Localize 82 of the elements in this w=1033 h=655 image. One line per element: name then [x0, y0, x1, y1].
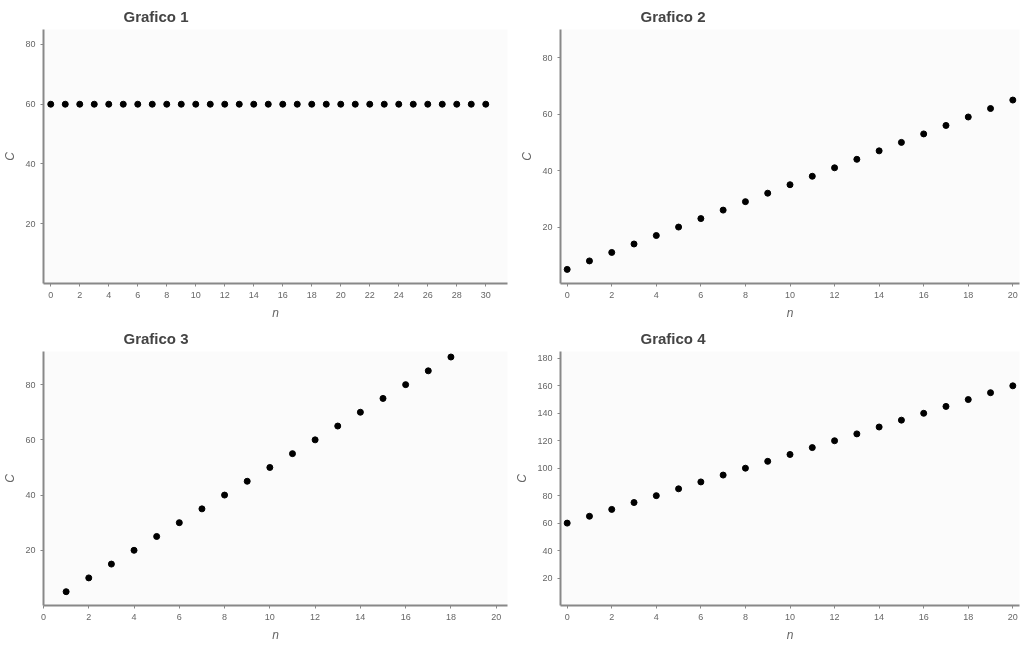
x-axis-title: n [786, 627, 794, 642]
y-tick-label: 60 [25, 434, 36, 445]
x-axis-title: n [786, 305, 794, 320]
x-tick-label: 10 [784, 611, 796, 622]
x-tick-label: 12 [219, 289, 230, 300]
x-tick-label: 18 [963, 611, 974, 622]
x-tick-label: 4 [653, 289, 659, 300]
y-tick-label: 160 [537, 380, 553, 391]
x-tick-label: 10 [264, 611, 275, 622]
x-tick-label: 6 [698, 289, 704, 300]
x-tick-label: 20 [1007, 611, 1018, 622]
x-tick-label: 14 [874, 289, 885, 300]
y-tick-label: 140 [537, 408, 553, 419]
x-tick-label: 18 [963, 289, 974, 300]
y-tick-label: 60 [542, 518, 553, 529]
y-tick-label: 20 [542, 573, 553, 584]
x-tick-label: 2 [609, 289, 615, 300]
y-tick-label: 120 [537, 435, 553, 446]
y-tick-label: 20 [25, 218, 36, 229]
x-tick-label: 4 [653, 611, 659, 622]
x-tick-label: 0 [564, 611, 570, 622]
x-tick-label: 6 [176, 611, 182, 622]
x-tick-label: 2 [609, 611, 615, 622]
y-tick-label: 40 [542, 165, 553, 176]
x-tick-label: 2 [77, 289, 83, 300]
x-tick-label: 16 [277, 289, 288, 300]
y-tick-label: 80 [542, 52, 553, 63]
x-tick-label: 16 [918, 289, 929, 300]
y-tick-label: 40 [542, 545, 553, 556]
x-tick-label: 16 [400, 611, 411, 622]
y-tick-label: 40 [25, 158, 36, 169]
x-tick-label: 8 [222, 611, 228, 622]
y-tick-label: 80 [25, 39, 36, 50]
x-tick-label: 14 [355, 611, 366, 622]
x-tick-label: 6 [698, 611, 704, 622]
x-axis-title: n [272, 627, 280, 642]
y-tick-label: 60 [542, 109, 553, 120]
chart-title: Grafico 1 [123, 7, 189, 25]
chart-title: Grafico 3 [123, 329, 189, 347]
x-tick-label: 14 [248, 289, 259, 300]
x-tick-label: 10 [784, 289, 796, 300]
x-tick-label: 0 [41, 611, 47, 622]
y-tick-label: 80 [542, 490, 553, 501]
x-tick-label: 8 [742, 289, 748, 300]
y-tick-label: 40 [25, 490, 36, 501]
x-tick-label: 12 [829, 611, 840, 622]
y-tick-label: 20 [25, 545, 36, 556]
x-tick-label: 18 [306, 289, 317, 300]
y-axis-title: C [515, 473, 530, 483]
x-tick-label: 0 [564, 289, 570, 300]
x-tick-label: 0 [48, 289, 54, 300]
x-tick-label: 4 [106, 289, 112, 300]
x-tick-label: 28 [451, 289, 462, 300]
x-tick-label: 30 [480, 289, 491, 300]
x-tick-label: 2 [86, 611, 92, 622]
y-tick-label: 100 [537, 463, 553, 474]
x-tick-label: 20 [1007, 289, 1018, 300]
x-tick-label: 26 [422, 289, 433, 300]
y-tick-label: 180 [537, 353, 553, 364]
x-tick-label: 6 [135, 289, 141, 300]
chart-title: Grafico 4 [640, 329, 707, 347]
chart-title: Grafico 2 [640, 7, 706, 25]
x-tick-label: 16 [918, 611, 929, 622]
y-tick-label: 60 [25, 99, 36, 110]
x-tick-label: 8 [164, 289, 170, 300]
y-tick-label: 80 [25, 379, 36, 390]
x-tick-label: 18 [445, 611, 456, 622]
x-tick-label: 10 [190, 289, 201, 300]
y-tick-label: 20 [542, 222, 553, 233]
y-axis-title: C [3, 151, 18, 161]
x-tick-label: 8 [742, 611, 748, 622]
x-tick-label: 12 [310, 611, 321, 622]
x-tick-label: 22 [364, 289, 375, 300]
x-tick-label: 20 [491, 611, 502, 622]
x-tick-label: 12 [829, 289, 840, 300]
y-axis-title: C [520, 151, 535, 161]
x-tick-label: 24 [393, 289, 404, 300]
x-axis-title: n [272, 305, 280, 320]
x-tick-label: 20 [335, 289, 346, 300]
x-tick-label: 4 [131, 611, 137, 622]
x-tick-label: 14 [874, 611, 885, 622]
y-axis-title: C [3, 473, 18, 483]
